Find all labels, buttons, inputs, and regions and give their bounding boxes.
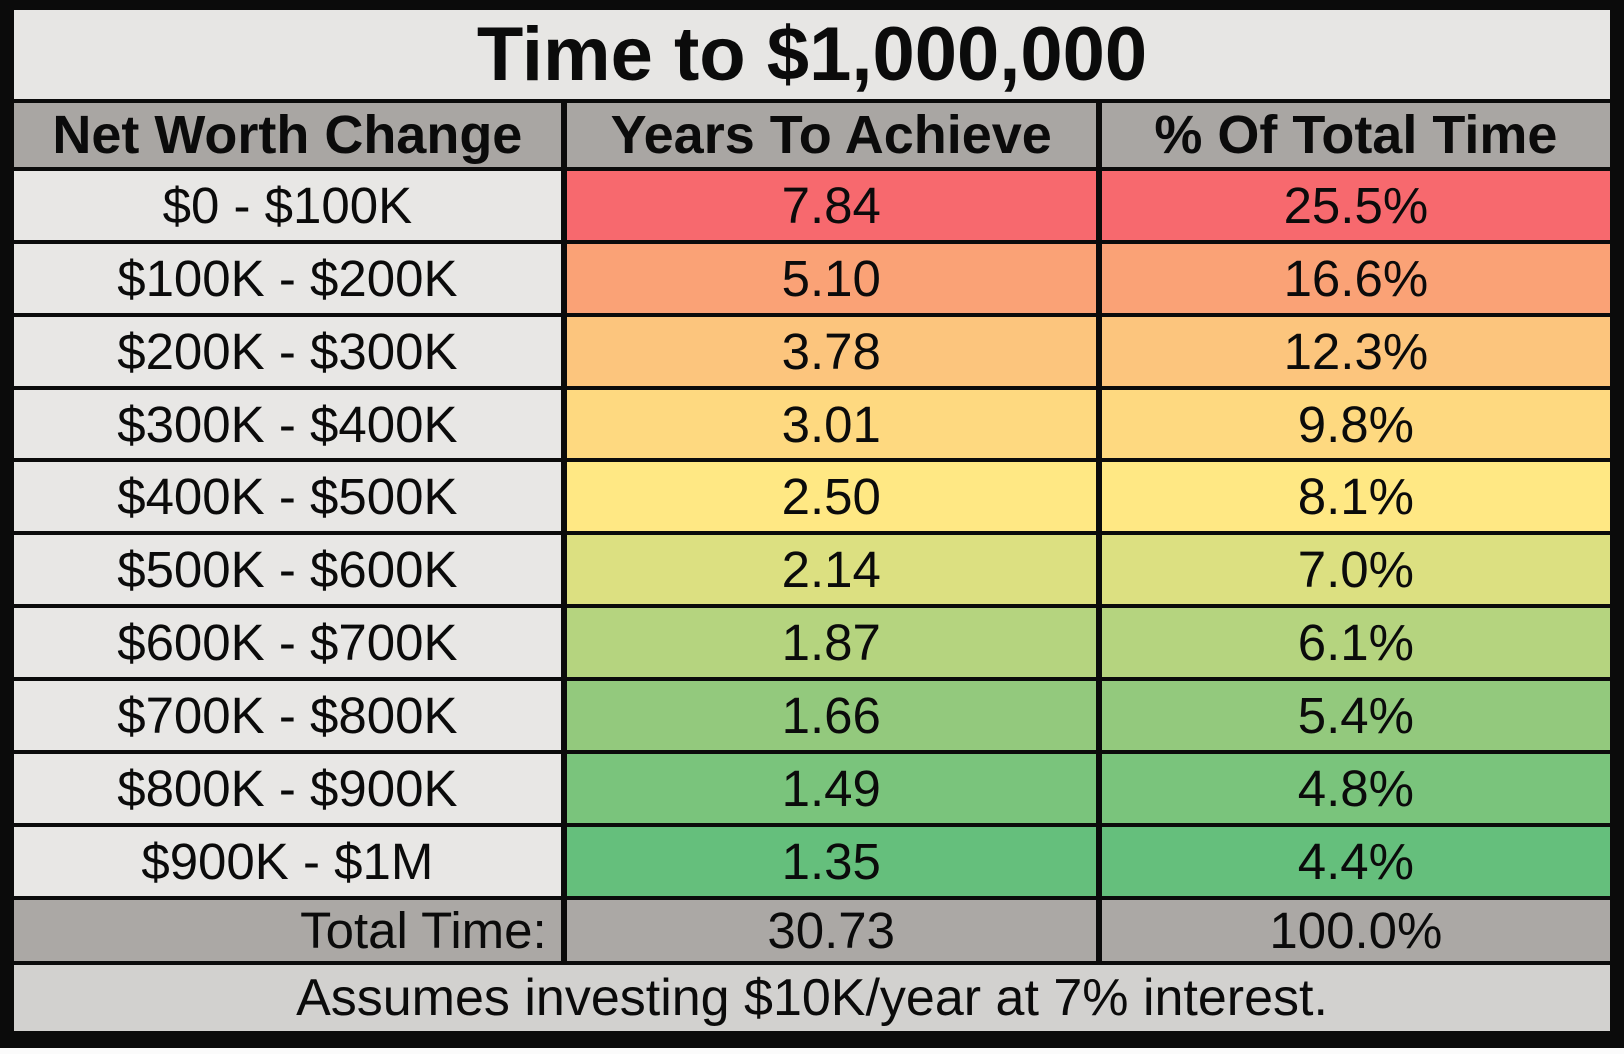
row-label: $800K - $900K xyxy=(8,749,567,827)
row-label: $300K - $400K xyxy=(8,385,567,463)
table-row: $300K - $400K 3.01 9.8% xyxy=(8,385,1617,463)
title-row: Time to $1,000,000 xyxy=(8,5,1616,104)
header-row: Net Worth Change Years To Achieve % Of T… xyxy=(8,99,1617,172)
table-row: $900K - $1M 1.35 4.4% xyxy=(8,822,1617,900)
years-value: 1.87 xyxy=(560,604,1102,681)
table-row: $600K - $700K 1.87 6.1% xyxy=(8,604,1617,681)
page-bottom-strip xyxy=(0,1048,1624,1054)
row-label: $700K - $800K xyxy=(8,676,567,754)
column-header-years-to-achieve: Years To Achieve xyxy=(560,99,1102,172)
row-label: $900K - $1M xyxy=(8,822,567,900)
row-label: $200K - $300K xyxy=(8,312,567,390)
total-label: Total Time: xyxy=(8,895,567,966)
percent-value: 5.4% xyxy=(1095,676,1617,754)
column-header-net-worth-change: Net Worth Change xyxy=(8,99,567,172)
table-row: $500K - $600K 2.14 7.0% xyxy=(8,531,1617,609)
years-value: 7.84 xyxy=(560,167,1102,244)
percent-value: 8.1% xyxy=(1095,458,1617,536)
years-value: 5.10 xyxy=(560,239,1102,317)
percent-value: 4.4% xyxy=(1095,822,1617,900)
column-header-percent-of-total-time: % Of Total Time xyxy=(1095,99,1617,172)
row-label: $400K - $500K xyxy=(8,458,567,536)
table-row: $800K - $900K 1.49 4.8% xyxy=(8,749,1617,827)
row-label: $600K - $700K xyxy=(8,604,567,681)
years-value: 3.78 xyxy=(560,312,1102,390)
percent-value: 4.8% xyxy=(1095,749,1617,827)
years-value: 3.01 xyxy=(560,385,1102,463)
table-row: $700K - $800K 1.66 5.4% xyxy=(8,676,1617,754)
table-title: Time to $1,000,000 xyxy=(8,5,1616,104)
row-label: $0 - $100K xyxy=(8,167,567,244)
table-row: $0 - $100K 7.84 25.5% xyxy=(8,167,1617,244)
total-years-value: 30.73 xyxy=(560,895,1102,966)
percent-value: 25.5% xyxy=(1095,167,1617,244)
table-row: $200K - $300K 3.78 12.3% xyxy=(8,312,1617,390)
percent-value: 16.6% xyxy=(1095,239,1617,317)
percent-value: 9.8% xyxy=(1095,385,1617,463)
years-value: 1.66 xyxy=(560,676,1102,754)
percent-value: 6.1% xyxy=(1095,604,1617,681)
table-row: $400K - $500K 2.50 8.1% xyxy=(8,458,1617,536)
table-row: $100K - $200K 5.10 16.6% xyxy=(8,239,1617,317)
row-label: $500K - $600K xyxy=(8,531,567,609)
total-row: Total Time: 30.73 100.0% xyxy=(8,895,1617,966)
total-percent-value: 100.0% xyxy=(1095,895,1617,966)
row-label: $100K - $200K xyxy=(8,239,567,317)
years-value: 2.14 xyxy=(560,531,1102,609)
footnote-text: Assumes investing $10K/year at 7% intere… xyxy=(8,961,1616,1035)
years-value: 1.49 xyxy=(560,749,1102,827)
percent-value: 12.3% xyxy=(1095,312,1617,390)
footnote-row: Assumes investing $10K/year at 7% intere… xyxy=(8,961,1616,1035)
years-value: 1.35 xyxy=(560,822,1102,900)
time-to-million-table: Time to $1,000,000 Net Worth Change Year… xyxy=(8,5,1617,1035)
percent-value: 7.0% xyxy=(1095,531,1617,609)
years-value: 2.50 xyxy=(560,458,1102,536)
